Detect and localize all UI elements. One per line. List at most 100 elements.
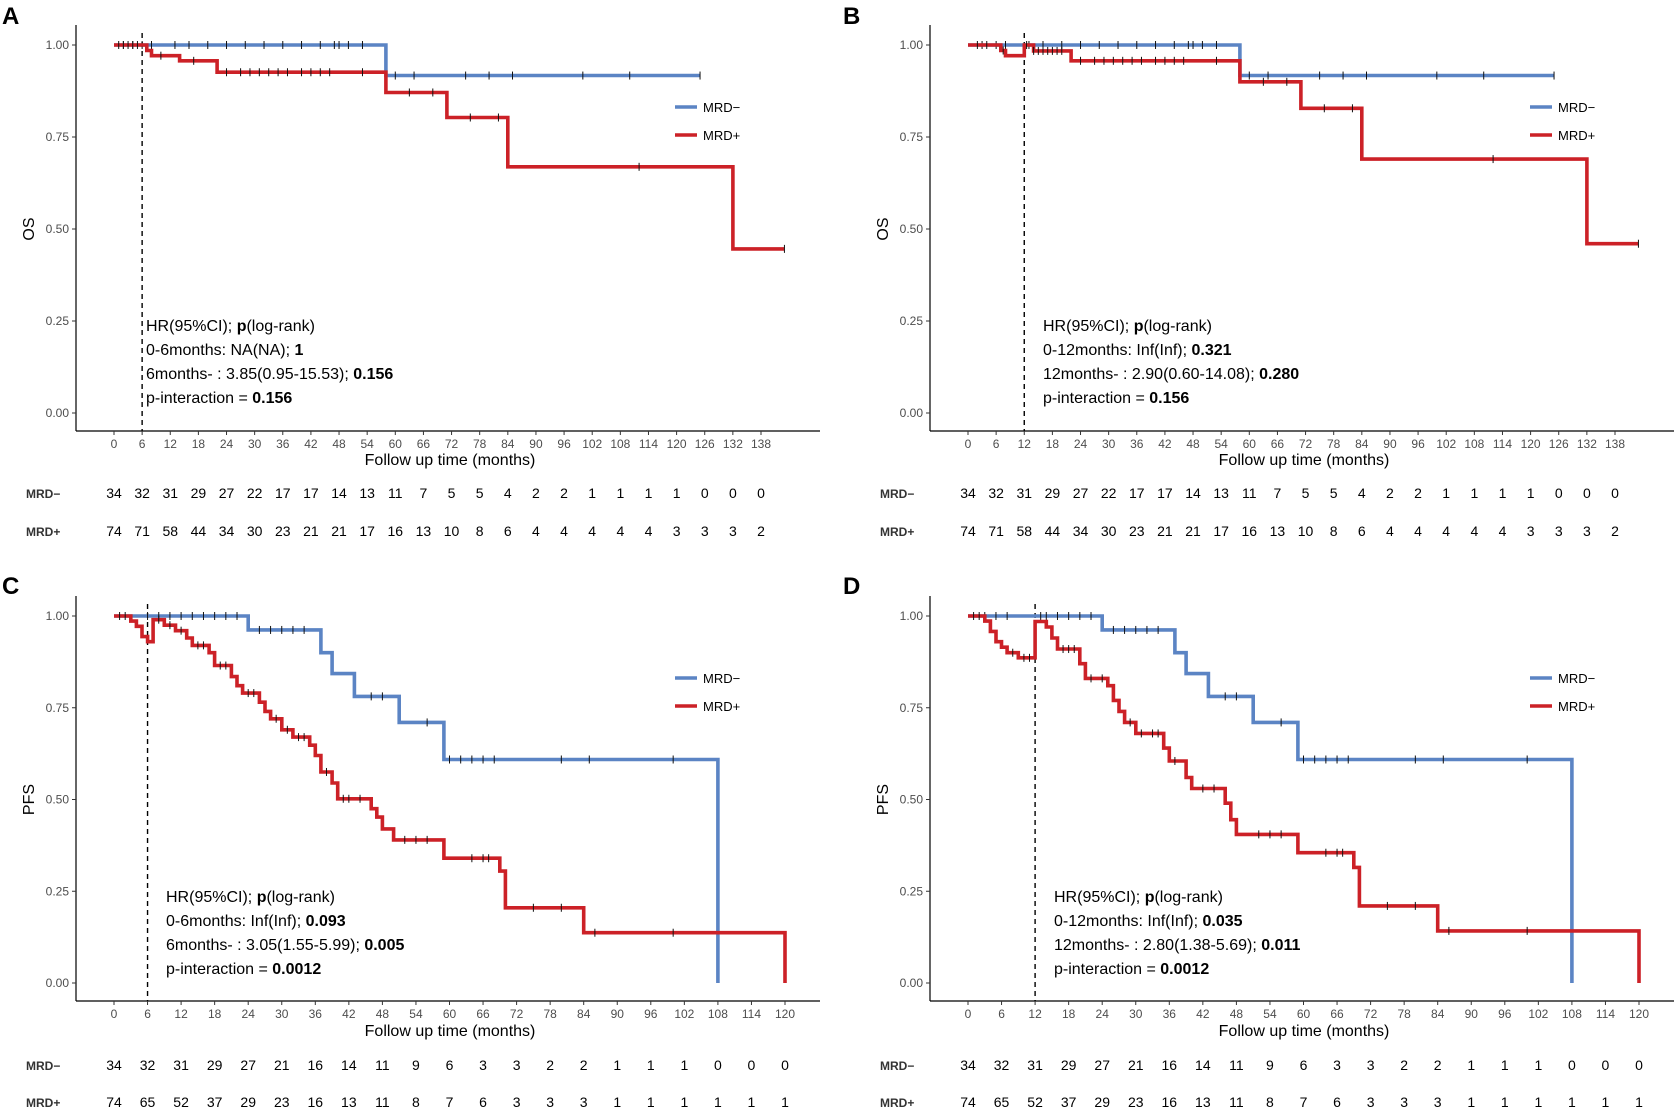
risk-count: 21	[1128, 1057, 1144, 1073]
annotation-segment: 0.156	[353, 366, 393, 383]
risk-count: 8	[1330, 523, 1338, 539]
x-tick-label: 48	[332, 437, 346, 451]
risk-count: 5	[1330, 485, 1338, 501]
risk-count: 71	[988, 523, 1004, 539]
legend-label: MRD−	[1558, 671, 1595, 686]
risk-count: 2	[546, 1057, 554, 1073]
annotation-segment: p	[1145, 889, 1155, 906]
risk-count: 0	[1555, 485, 1563, 501]
x-tick-label: 24	[220, 437, 234, 451]
risk-count: 29	[1094, 1094, 1110, 1110]
x-tick-label: 54	[1263, 1007, 1277, 1021]
risk-count: 3	[1333, 1057, 1341, 1073]
risk-count: 1	[1442, 485, 1450, 501]
x-tick-label: 120	[775, 1007, 795, 1021]
risk-row-label: MRD+	[26, 525, 60, 539]
annotation-line: p-interaction = 0.0012	[1054, 961, 1209, 978]
risk-count: 17	[1129, 485, 1145, 501]
x-tick-label: 60	[1243, 437, 1257, 451]
x-tick-label: 0	[965, 1007, 972, 1021]
risk-count: 30	[1101, 523, 1117, 539]
x-tick-label: 72	[445, 437, 459, 451]
risk-count: 8	[412, 1094, 420, 1110]
risk-count: 0	[757, 485, 765, 501]
x-tick-label: 42	[1158, 437, 1172, 451]
risk-count: 3	[513, 1094, 521, 1110]
risk-count: 16	[1162, 1094, 1178, 1110]
risk-count: 21	[1157, 523, 1173, 539]
x-tick-label: 108	[610, 437, 630, 451]
panel-label: D	[843, 573, 860, 600]
annotation-segment: HR(95%CI);	[1054, 889, 1145, 906]
annotation-segment: 0.321	[1192, 342, 1232, 359]
risk-count: 16	[1162, 1057, 1178, 1073]
annotation-line: p-interaction = 0.156	[1043, 390, 1189, 407]
risk-count: 22	[247, 485, 263, 501]
annotation-segment: 0.0012	[1160, 961, 1209, 978]
x-tick-label: 66	[417, 437, 431, 451]
risk-count: 21	[303, 523, 319, 539]
risk-count: 4	[1414, 523, 1422, 539]
risk-count: 7	[420, 485, 428, 501]
risk-count: 4	[560, 523, 568, 539]
risk-count: 16	[308, 1057, 324, 1073]
risk-count: 3	[546, 1094, 554, 1110]
risk-count: 31	[173, 1057, 189, 1073]
annotation-segment: 0.005	[364, 937, 404, 954]
x-tick-label: 72	[510, 1007, 524, 1021]
annotation-line: p-interaction = 0.0012	[166, 961, 321, 978]
x-tick-label: 60	[443, 1007, 457, 1021]
risk-count: 27	[1073, 485, 1089, 501]
annotation-segment: p-interaction =	[1054, 961, 1160, 978]
risk-row-label: MRD+	[880, 525, 914, 539]
risk-count: 58	[1016, 523, 1032, 539]
risk-row-label: MRD+	[880, 1096, 914, 1110]
risk-count: 17	[303, 485, 319, 501]
y-tick-label: 1.00	[46, 609, 70, 623]
x-tick-label: 6	[144, 1007, 151, 1021]
annotation-line: HR(95%CI); p(log-rank)	[166, 889, 335, 906]
risk-count: 16	[388, 523, 404, 539]
risk-count: 34	[219, 523, 235, 539]
x-tick-label: 6	[139, 437, 146, 451]
x-tick-label: 120	[667, 437, 687, 451]
risk-count: 1	[1635, 1094, 1643, 1110]
y-axis-title: OS	[875, 217, 892, 240]
risk-count: 31	[1027, 1057, 1043, 1073]
y-axis-title: PFS	[21, 784, 38, 815]
annotation-line: HR(95%CI); p(log-rank)	[1043, 318, 1212, 335]
risk-count: 1	[1499, 485, 1507, 501]
risk-count: 16	[1242, 523, 1258, 539]
risk-count: 17	[1157, 485, 1173, 501]
risk-count: 37	[207, 1094, 223, 1110]
x-tick-label: 66	[476, 1007, 490, 1021]
risk-count: 32	[994, 1057, 1010, 1073]
x-tick-label: 36	[276, 437, 290, 451]
x-tick-label: 66	[1330, 1007, 1344, 1021]
risk-count: 34	[960, 1057, 976, 1073]
risk-count: 5	[1302, 485, 1310, 501]
risk-count: 1	[714, 1094, 722, 1110]
panel-d: D0.000.250.500.751.000 6 12 18 24 30 36 42 48 54 6…	[843, 573, 1674, 1110]
risk-count: 44	[1045, 523, 1061, 539]
x-tick-label: 102	[582, 437, 602, 451]
risk-count: 1	[673, 485, 681, 501]
risk-count: 10	[444, 523, 460, 539]
risk-count: 3	[580, 1094, 588, 1110]
risk-count: 2	[580, 1057, 588, 1073]
y-tick-label: 0.75	[900, 130, 924, 144]
annotation-line: 0-6months: NA(NA); 1	[146, 342, 303, 359]
annotation-segment: 0.011	[1261, 937, 1300, 954]
risk-count: 0	[701, 485, 709, 501]
y-tick-label: 0.00	[46, 976, 70, 990]
x-tick-label: 138	[1605, 437, 1625, 451]
x-tick-label: 12	[164, 437, 178, 451]
risk-count: 1	[1534, 1094, 1542, 1110]
x-tick-label: 126	[1549, 437, 1569, 451]
risk-count: 3	[1400, 1094, 1408, 1110]
x-tick-label: 102	[1436, 437, 1456, 451]
x-tick-label: 90	[1465, 1007, 1479, 1021]
y-tick-label: 0.25	[900, 314, 924, 328]
x-tick-label: 48	[1230, 1007, 1244, 1021]
annotation-segment: (log-rank)	[246, 318, 314, 335]
